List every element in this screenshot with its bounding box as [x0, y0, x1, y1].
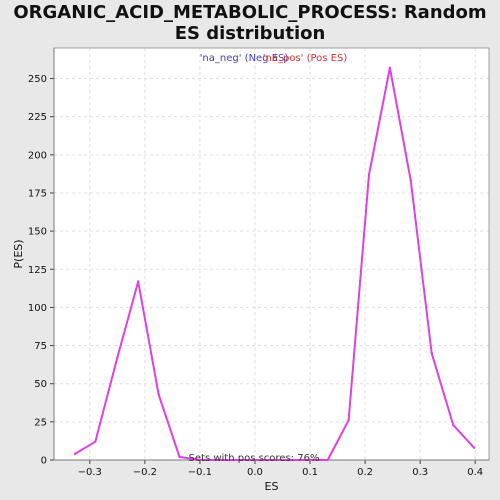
plot-area [54, 48, 489, 460]
series [73, 66, 476, 462]
y-tick-label: 100 [28, 303, 47, 314]
x-tick-label: 0.0 [247, 467, 263, 478]
y-tick-label: 0 [41, 456, 47, 467]
data-point [367, 173, 371, 176]
y-tick-label: 75 [34, 341, 47, 352]
y-tick-label: 25 [34, 417, 47, 428]
data-point [452, 423, 455, 427]
data-point [347, 419, 350, 422]
x-tick-label: −0.2 [133, 467, 157, 478]
pos-scores-annotation: Sets with pos scores: 76% [189, 453, 320, 464]
data-point [430, 351, 433, 355]
data-point [198, 458, 202, 462]
data-point [94, 440, 97, 443]
y-tick-label: 50 [34, 379, 47, 390]
data-point [472, 446, 476, 449]
y-tick-label: 175 [28, 188, 47, 199]
data-point [116, 356, 119, 359]
x-tick-label: −0.1 [188, 467, 212, 478]
x-tick-label: 0.4 [467, 467, 483, 478]
x-axis-label: ES [265, 480, 279, 493]
y-tick-label: 125 [28, 265, 47, 276]
x-tick-label: 0.3 [412, 467, 428, 478]
grid [54, 48, 489, 461]
x-tick-label: −0.3 [78, 467, 102, 478]
data-point [73, 452, 77, 456]
x-tick-label: 0.1 [302, 467, 318, 478]
data-point [326, 458, 329, 462]
data-point [178, 455, 181, 459]
y-tick-label: 150 [28, 227, 47, 238]
data-point [137, 280, 140, 283]
x-tick-label: 0.2 [357, 467, 373, 478]
legend-pos-label: 'na_pos' (Pos ES) [263, 53, 348, 64]
axes: −0.3 −0.2 −0.1 0.0 0.1 0.2 0.3 0.4 0 25 50 75 100 125… [28, 47, 490, 478]
y-axis-label: P(ES) [12, 239, 25, 268]
y-tick-label: 225 [28, 112, 47, 123]
data-point [409, 179, 413, 182]
y-tick-label: 250 [28, 74, 47, 85]
y-tick-label: 200 [28, 150, 47, 161]
legend-neg-label: 'na_neg' (Neg ES) [200, 53, 289, 64]
data-point [157, 393, 160, 396]
legend: 'na_neg' (Neg ES)'na_pos' (Pos ES) [200, 53, 348, 64]
data-point [388, 66, 392, 70]
chart-title: ORGANIC_ACID_METABOLIC_PROCESS: Random E… [13, 2, 487, 44]
